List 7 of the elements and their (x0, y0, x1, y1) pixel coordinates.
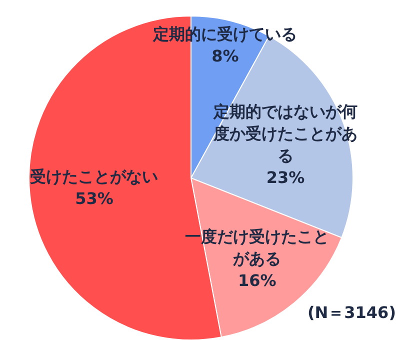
data-label: 53% (75, 188, 114, 208)
data-label: 16% (238, 270, 276, 290)
data-label: 23% (266, 167, 305, 186)
slice-label: 一度だけ受けたことがある (185, 226, 330, 268)
text: (N＝3146) (307, 303, 396, 324)
data-label: 8% (212, 46, 239, 66)
slice-label: 受けたことがない (29, 166, 158, 186)
